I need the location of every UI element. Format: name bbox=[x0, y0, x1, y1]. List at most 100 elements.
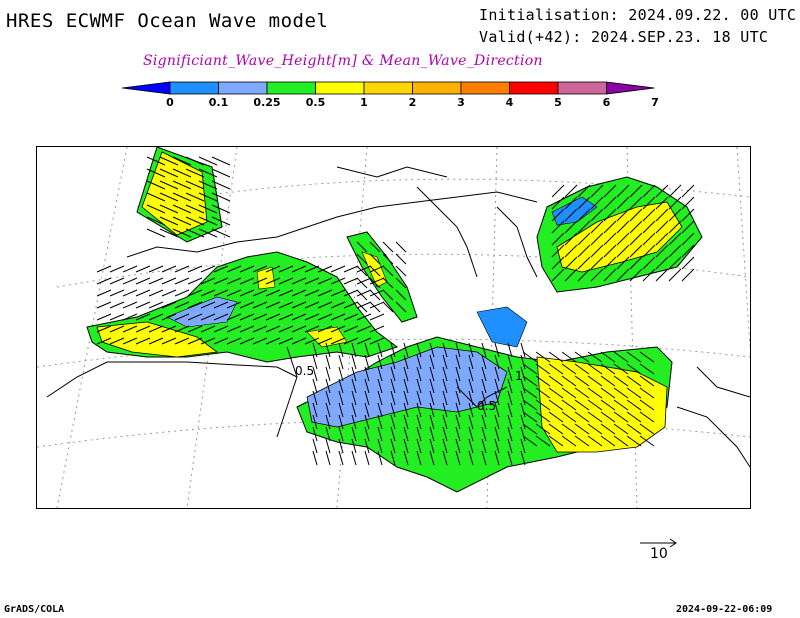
wave-arrow bbox=[312, 342, 318, 358]
wave-arrow bbox=[681, 244, 695, 258]
wave-arrow bbox=[574, 351, 590, 363]
wave-arrow bbox=[291, 277, 307, 285]
wave-arrow bbox=[507, 342, 513, 358]
wave-arrow bbox=[564, 268, 578, 282]
wave-arrow bbox=[442, 438, 448, 454]
wave-arrow bbox=[338, 366, 344, 382]
wave-arrow bbox=[616, 232, 630, 246]
wave-arrow bbox=[226, 289, 242, 297]
colorbar-tick-label: 1 bbox=[360, 96, 368, 109]
colorbar-swatch bbox=[460, 81, 510, 95]
wave-arrow bbox=[174, 301, 190, 309]
wave-arrow bbox=[187, 337, 203, 345]
wave-arrow bbox=[278, 277, 294, 285]
wave-arrow bbox=[312, 414, 318, 430]
wave-arrow bbox=[574, 399, 590, 411]
wave-arrow bbox=[146, 156, 166, 166]
wave-arrow bbox=[590, 256, 604, 270]
wave-arrow bbox=[148, 289, 164, 297]
wave-arrow bbox=[377, 426, 383, 442]
wave-arrow bbox=[629, 184, 643, 198]
wave-arrow bbox=[278, 325, 294, 333]
wave-arrow bbox=[122, 313, 138, 321]
colorbar-tick-label: 2 bbox=[409, 96, 417, 109]
wave-arrow bbox=[564, 232, 578, 246]
wave-arrow bbox=[148, 325, 164, 333]
wave-arrow bbox=[343, 337, 359, 345]
colorbar-tick-label: 0.25 bbox=[253, 96, 280, 109]
wave-arrow bbox=[561, 411, 577, 423]
wave-arrow bbox=[564, 256, 578, 270]
wave-arrow bbox=[522, 363, 538, 375]
wave-arrow bbox=[442, 402, 448, 418]
wave-arrow bbox=[548, 387, 564, 399]
wave-arrow bbox=[639, 435, 655, 447]
wave-arrow bbox=[200, 289, 216, 297]
wave-arrow bbox=[364, 438, 370, 454]
wave-arrow bbox=[468, 414, 474, 430]
wave-arrow bbox=[600, 435, 616, 447]
wave-arrow bbox=[551, 220, 565, 234]
timestamp-label: 2024-09-22-06:09 bbox=[676, 604, 773, 615]
wave-arrow bbox=[390, 426, 396, 442]
wave-arrow bbox=[577, 184, 591, 198]
wave-arrow bbox=[356, 265, 372, 273]
contour-label: 0.5 bbox=[477, 399, 496, 413]
wave-arrow bbox=[616, 184, 630, 198]
wave-arrow bbox=[507, 414, 513, 430]
wave-arrow bbox=[198, 228, 218, 238]
wave-arrow bbox=[312, 390, 318, 406]
wave-arrow bbox=[96, 277, 112, 285]
wave-arrow bbox=[403, 438, 409, 454]
wave-arrow bbox=[213, 337, 229, 345]
wave-arrow bbox=[481, 342, 487, 358]
wave-arrow bbox=[603, 184, 617, 198]
wave-arrow bbox=[616, 256, 630, 270]
wave-arrow bbox=[668, 256, 682, 270]
wave-arrow bbox=[377, 366, 383, 382]
wave-arrow bbox=[265, 289, 281, 297]
wave-arrow bbox=[626, 351, 642, 363]
wave-arrow bbox=[364, 450, 370, 466]
colorbar-swatch bbox=[218, 81, 268, 95]
wave-arrow bbox=[390, 414, 396, 430]
colorbar-tick-label: 5 bbox=[554, 96, 562, 109]
wave-arrow bbox=[655, 196, 669, 210]
wave-arrow bbox=[382, 241, 394, 253]
wave-arrow bbox=[481, 366, 487, 382]
wave-arrow bbox=[377, 342, 383, 358]
wave-arrow bbox=[252, 325, 268, 333]
wave-arrow bbox=[481, 354, 487, 370]
wave-arrow bbox=[377, 390, 383, 406]
wave-arrow bbox=[278, 313, 294, 321]
wave-arrow bbox=[600, 387, 616, 399]
wave-arrow bbox=[455, 450, 461, 466]
wave-arrow bbox=[603, 232, 617, 246]
wave-arrow bbox=[613, 387, 629, 399]
wave-arrow bbox=[239, 313, 255, 321]
wave-arrow bbox=[291, 313, 307, 321]
colorbar-swatch bbox=[169, 81, 219, 95]
wave-arrow bbox=[551, 232, 565, 246]
wave-arrow bbox=[226, 265, 242, 273]
wave-arrow bbox=[252, 301, 268, 309]
wave-arrow bbox=[603, 208, 617, 222]
wave-arrow bbox=[535, 399, 551, 411]
wave-arrow bbox=[356, 289, 372, 297]
wave-arrow bbox=[213, 313, 229, 321]
wave-arrow bbox=[109, 289, 125, 297]
wave-arrow bbox=[390, 366, 396, 382]
wave-arrow bbox=[338, 450, 344, 466]
wave-arrow bbox=[146, 168, 166, 178]
wave-arrow bbox=[642, 256, 656, 270]
wave-arrow bbox=[442, 366, 448, 382]
wave-arrow bbox=[507, 354, 513, 370]
colorbar-swatch bbox=[315, 81, 365, 95]
wave-arrow bbox=[639, 411, 655, 423]
wave-arrow bbox=[382, 301, 394, 313]
wave-arrow bbox=[520, 378, 526, 394]
wave-arrow bbox=[681, 208, 695, 222]
wave-arrow bbox=[681, 184, 695, 198]
colorbar-swatch bbox=[509, 81, 559, 95]
wave-arrow bbox=[455, 390, 461, 406]
